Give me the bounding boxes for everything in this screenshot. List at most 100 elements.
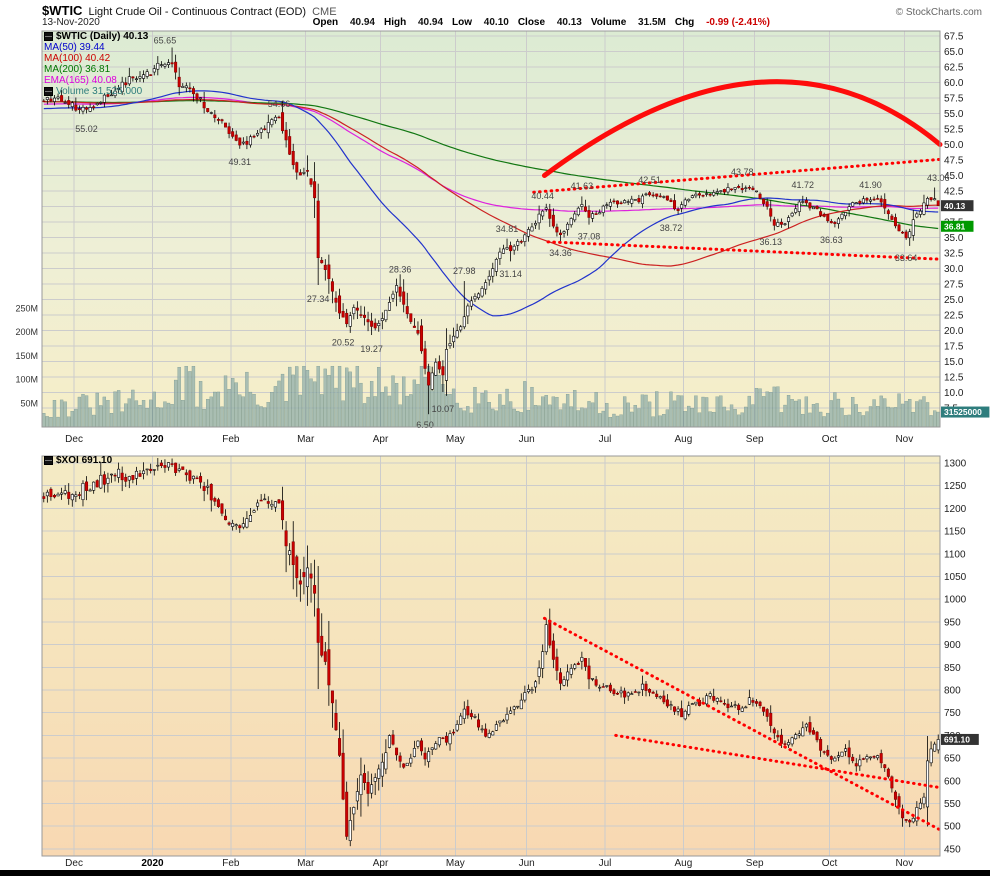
svg-text:450: 450	[944, 844, 961, 855]
svg-text:36.81: 36.81	[944, 221, 966, 231]
svg-text:691.10: 691.10	[944, 735, 970, 745]
chart-icon	[44, 456, 53, 465]
legend-label: MA(100) 40.42	[44, 53, 111, 64]
svg-text:35.0: 35.0	[944, 233, 964, 244]
x-axis-labels: Dec 2020 Feb Mar Apr May Jun Jul Aug Sep Oct Nov	[65, 434, 913, 445]
svg-text:47.5: 47.5	[944, 156, 964, 167]
svg-text:1300: 1300	[944, 459, 967, 470]
svg-text:Jul: Jul	[599, 858, 612, 869]
chart-icon	[44, 32, 53, 41]
svg-text:31.14: 31.14	[499, 269, 522, 279]
svg-text:Jun: Jun	[519, 858, 535, 869]
svg-text:42.5: 42.5	[944, 187, 964, 198]
legend-label: $WTIC (Daily) 40.13	[56, 31, 149, 42]
svg-text:Apr: Apr	[373, 858, 389, 869]
value-badge	[941, 406, 990, 418]
svg-text:36.63: 36.63	[820, 235, 843, 245]
svg-text:45.0: 45.0	[944, 171, 964, 182]
svg-text:May: May	[446, 434, 465, 445]
svg-text:27.34: 27.34	[307, 294, 330, 304]
quote-item: Close 40.13	[517, 17, 582, 28]
svg-text:12.5: 12.5	[944, 373, 964, 384]
value-badge	[941, 200, 974, 212]
svg-text:67.5: 67.5	[944, 32, 964, 43]
svg-text:850: 850	[944, 663, 961, 674]
svg-text:40.13: 40.13	[944, 201, 966, 211]
svg-text:34.36: 34.36	[549, 248, 572, 258]
svg-text:Jul: Jul	[599, 434, 612, 445]
svg-text:800: 800	[944, 686, 961, 697]
header-quote-row: 13-Nov-2020 Open 40.94 High 40.94 Low 40.1…	[42, 17, 982, 30]
svg-text:900: 900	[944, 640, 961, 651]
value-badge	[941, 733, 979, 745]
value-badge	[941, 220, 974, 232]
legend-item: Volume 31,525,000	[44, 86, 148, 97]
svg-text:Dec: Dec	[65, 858, 83, 869]
svg-text:Mar: Mar	[297, 858, 315, 869]
svg-text:40.44: 40.44	[531, 191, 554, 201]
svg-text:52.5: 52.5	[944, 125, 964, 136]
legend-item: $XOI 691.10	[44, 455, 112, 466]
svg-text:2020: 2020	[141, 858, 164, 869]
chart-header: $WTIC Light Crude Oil - Continuous Contr…	[0, 0, 990, 30]
price-badges: 691.10	[941, 733, 979, 745]
plot-background	[42, 31, 940, 427]
xoi-chart-canvas: 1300 1250 1200 1150 1100 1050 1000 950 900 850 800…	[41, 455, 979, 869]
legend-label: MA(50) 39.44	[44, 42, 105, 53]
svg-text:37.08: 37.08	[578, 231, 601, 241]
svg-text:55.0: 55.0	[944, 109, 964, 120]
gridlines	[42, 456, 940, 856]
svg-text:43.06: 43.06	[927, 173, 950, 183]
svg-text:10.0: 10.0	[944, 388, 964, 399]
ma-line-100	[43, 98, 939, 267]
trendline-dotted	[546, 240, 942, 261]
svg-text:550: 550	[944, 799, 961, 810]
svg-text:54.66: 54.66	[268, 99, 291, 109]
svg-text:100M: 100M	[15, 375, 38, 385]
copyright: © StockCharts.com	[895, 7, 982, 18]
svg-text:36.13: 36.13	[759, 237, 782, 247]
volume-axis-labels: 50M 100M 150M 200M 250M	[15, 303, 38, 408]
plot-border	[41, 30, 941, 428]
legend-item: $WTIC (Daily) 40.13	[44, 31, 148, 42]
svg-text:Nov: Nov	[895, 858, 913, 869]
svg-text:41.90: 41.90	[859, 180, 882, 190]
svg-text:500: 500	[944, 822, 961, 833]
xoi-legend: $XOI 691.10	[44, 455, 112, 466]
svg-text:1050: 1050	[944, 572, 967, 583]
svg-text:31525000: 31525000	[944, 407, 982, 417]
wtic-chart-canvas: 67.5 65.0 62.5 60.0 57.5 55.0 52.5 50.0 47.5 45.0…	[15, 30, 990, 445]
price-badges: 40.13 36.81 31525000	[941, 200, 990, 418]
svg-text:650: 650	[944, 754, 961, 765]
page-title: Light Crude Oil - Continuous Contract (E…	[88, 6, 307, 18]
svg-text:25.0: 25.0	[944, 295, 964, 306]
svg-text:Feb: Feb	[222, 858, 240, 869]
svg-text:Feb: Feb	[222, 434, 240, 445]
svg-text:55.02: 55.02	[75, 124, 98, 134]
svg-text:49.31: 49.31	[229, 157, 252, 167]
candlesticks	[42, 458, 940, 847]
quote-item: Open 40.94	[312, 17, 375, 28]
legend-item: MA(50) 39.44	[44, 42, 148, 53]
svg-text:Dec: Dec	[65, 434, 83, 445]
svg-text:2020: 2020	[141, 434, 164, 445]
svg-text:22.5: 22.5	[944, 311, 964, 322]
trendline-dotted	[614, 733, 942, 790]
bottom-bar	[0, 870, 990, 876]
svg-text:Apr: Apr	[373, 434, 389, 445]
svg-text:Jun: Jun	[519, 434, 535, 445]
svg-text:27.98: 27.98	[453, 266, 476, 276]
header-title-row: $WTIC Light Crude Oil - Continuous Contr…	[42, 3, 982, 18]
plot-background	[42, 456, 940, 856]
svg-text:34.81: 34.81	[496, 224, 519, 234]
svg-text:30.0: 30.0	[944, 264, 964, 275]
legend-label: $XOI 691.10	[56, 455, 113, 466]
svg-text:62.5: 62.5	[944, 63, 964, 74]
svg-text:150M: 150M	[15, 351, 38, 361]
svg-text:43.78: 43.78	[731, 167, 754, 177]
svg-text:19.27: 19.27	[360, 344, 383, 354]
legend-item: EMA(165) 40.08	[44, 75, 148, 86]
svg-text:20.52: 20.52	[332, 337, 355, 347]
xoi-chart: 1300 1250 1200 1150 1100 1050 1000 950 900 850 800…	[0, 448, 990, 870]
